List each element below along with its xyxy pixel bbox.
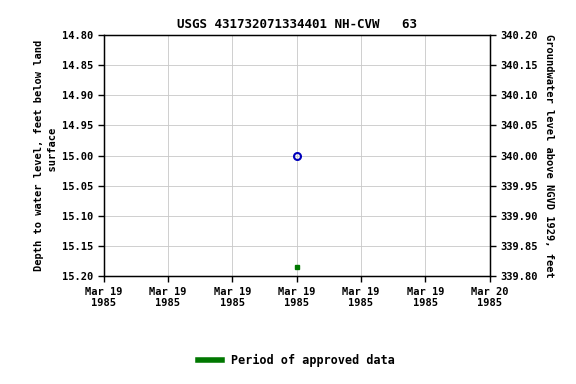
Legend: Period of approved data: Period of approved data [194, 350, 400, 372]
Y-axis label: Groundwater level above NGVD 1929, feet: Groundwater level above NGVD 1929, feet [544, 34, 554, 277]
Y-axis label: Depth to water level, feet below land
  surface: Depth to water level, feet below land su… [34, 40, 58, 271]
Title: USGS 431732071334401 NH-CVW   63: USGS 431732071334401 NH-CVW 63 [177, 18, 416, 31]
